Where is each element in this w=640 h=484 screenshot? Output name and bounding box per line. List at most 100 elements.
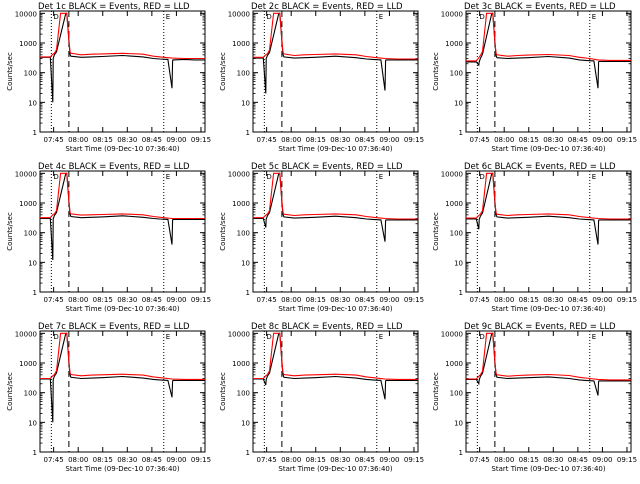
y-axis-label: Counts/sec xyxy=(219,52,227,91)
y-tick-label: 1000 xyxy=(19,200,37,208)
x-tick-label: 08:45 xyxy=(355,136,375,144)
y-tick-label: 1000 xyxy=(232,360,250,368)
x-tick-label: 09:15 xyxy=(617,136,637,144)
series-group xyxy=(40,172,205,261)
y-axis-label: Counts/sec xyxy=(432,212,440,251)
x-tick-label: 08:45 xyxy=(568,136,588,144)
x-tick-label: 08:00 xyxy=(494,456,514,464)
y-tick-label: 1000 xyxy=(445,40,463,48)
chart-title: Det 3c BLACK = Events, RED = LLD xyxy=(464,2,616,12)
plot-frame xyxy=(252,170,419,293)
annotation-label: D xyxy=(53,173,58,181)
detector-panel-5: Det 5c BLACK = Events, RED = LLD 1 10 100 10… xyxy=(219,162,424,313)
x-tick-label: 09:15 xyxy=(191,296,211,304)
x-tick-label: 07:45 xyxy=(44,456,64,464)
annotation-label: E xyxy=(379,173,383,181)
series-line-events xyxy=(40,12,205,103)
x-tick-label: 08:15 xyxy=(306,456,326,464)
annotation-label: E xyxy=(592,13,596,21)
x-tick-label: 08:00 xyxy=(68,136,88,144)
series-line-events xyxy=(466,172,631,245)
x-tick-label: 08:45 xyxy=(142,456,162,464)
x-tick-label: 08:15 xyxy=(306,136,326,144)
x-tick-label: 07:45 xyxy=(44,296,64,304)
x-tick-label: 07:45 xyxy=(257,136,277,144)
y-tick-label: 10 xyxy=(454,259,463,267)
series-line-lld xyxy=(40,332,205,380)
x-tick-label: 09:00 xyxy=(379,456,399,464)
series-line-lld xyxy=(40,172,205,220)
series-group xyxy=(466,172,631,245)
x-tick-label: 07:45 xyxy=(257,456,277,464)
y-tick-label: 100 xyxy=(450,390,463,398)
annotation-label: D xyxy=(479,13,484,21)
x-tick-label: 08:00 xyxy=(494,136,514,144)
y-tick-label: 10 xyxy=(241,259,250,267)
x-tick-label: 07:45 xyxy=(44,136,64,144)
y-tick-label: 100 xyxy=(450,70,463,78)
x-tick-label: 09:15 xyxy=(191,456,211,464)
x-tick-label: 08:30 xyxy=(543,456,563,464)
series-line-lld xyxy=(253,172,418,220)
x-tick-label: 09:15 xyxy=(617,456,637,464)
y-tick-label: 10000 xyxy=(228,330,250,338)
series-line-events xyxy=(466,332,631,396)
y-tick-label: 10 xyxy=(28,259,37,267)
y-tick-label: 100 xyxy=(24,230,37,238)
x-tick-label: 09:15 xyxy=(191,136,211,144)
y-axis-label: Counts/sec xyxy=(6,212,14,251)
y-tick-label: 10000 xyxy=(15,330,37,338)
y-tick-label: 10000 xyxy=(441,10,463,18)
chart-title: Det 5c BLACK = Events, RED = LLD xyxy=(251,162,403,172)
x-tick-label: 09:00 xyxy=(379,136,399,144)
plot-frame xyxy=(39,10,206,133)
y-axis-label: Counts/sec xyxy=(432,372,440,411)
series-line-lld xyxy=(253,12,418,60)
annotation-label: D xyxy=(266,173,271,181)
x-tick-label: 09:00 xyxy=(379,296,399,304)
x-tick-label: 07:45 xyxy=(470,296,490,304)
plot-frame xyxy=(39,330,206,453)
series-group xyxy=(253,332,418,400)
annotation-label: E xyxy=(379,333,383,341)
series-line-lld xyxy=(466,12,631,62)
y-tick-label: 1 xyxy=(246,449,250,457)
annotation-label: E xyxy=(166,333,170,341)
x-tick-label: 08:45 xyxy=(355,296,375,304)
detector-panel-3: Det 3c BLACK = Events, RED = LLD 1 10 100 10… xyxy=(432,2,637,153)
x-tick-label: 09:15 xyxy=(617,296,637,304)
x-tick-label: 08:15 xyxy=(93,136,113,144)
plot-frame xyxy=(252,330,419,453)
annotation-label: D xyxy=(53,13,58,21)
x-tick-label: 09:15 xyxy=(404,456,424,464)
x-tick-label: 08:00 xyxy=(494,296,514,304)
y-tick-label: 100 xyxy=(237,390,250,398)
chart-title: Det 6c BLACK = Events, RED = LLD xyxy=(464,162,616,172)
x-tick-label: 08:45 xyxy=(568,456,588,464)
x-tick-label: 08:30 xyxy=(330,136,350,144)
chart-title: Det 9c BLACK = Events, RED = LLD xyxy=(464,322,616,332)
y-tick-label: 10 xyxy=(241,419,250,427)
x-tick-label: 08:15 xyxy=(93,456,113,464)
y-tick-label: 1 xyxy=(459,449,463,457)
y-tick-label: 1 xyxy=(33,289,37,297)
series-group xyxy=(466,12,631,89)
series-group xyxy=(253,172,418,242)
y-tick-label: 100 xyxy=(450,230,463,238)
y-tick-label: 1 xyxy=(459,129,463,137)
series-line-events xyxy=(40,172,205,261)
annotation-label: D xyxy=(266,13,271,21)
chart-title: Det 7c BLACK = Events, RED = LLD xyxy=(38,322,190,332)
plot-frame xyxy=(252,10,419,133)
x-tick-label: 09:00 xyxy=(592,456,612,464)
detector-panel-9: Det 9c BLACK = Events, RED = LLD 1 10 100 10… xyxy=(432,322,637,473)
x-axis-label: Start Time (09-Dec-10 07:36:40) xyxy=(278,305,392,313)
chart-title: Det 2c BLACK = Events, RED = LLD xyxy=(251,2,403,12)
y-tick-label: 1 xyxy=(33,449,37,457)
y-tick-label: 10000 xyxy=(15,10,37,18)
y-tick-label: 10 xyxy=(454,419,463,427)
x-tick-label: 08:45 xyxy=(568,296,588,304)
x-tick-label: 09:00 xyxy=(592,136,612,144)
series-line-events xyxy=(253,12,418,94)
